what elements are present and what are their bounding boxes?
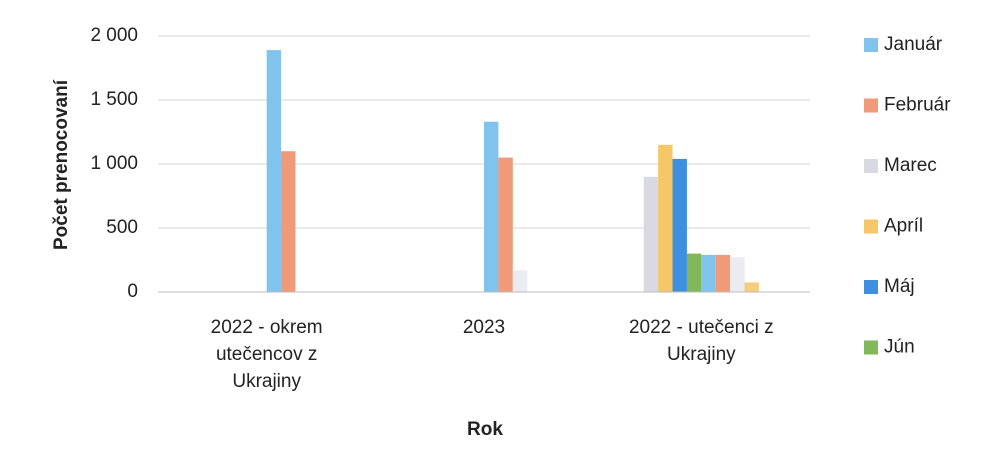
y-tick-label: 1 500 xyxy=(90,89,138,110)
x-tick-label: 2022 - utečenci z Ukrajiny xyxy=(628,317,774,365)
y-tick-label: 1 000 xyxy=(90,153,138,174)
legend-swatch xyxy=(864,159,878,173)
bar xyxy=(658,144,673,292)
x-axis-label: Rok xyxy=(467,419,503,440)
legend-label: Apríl xyxy=(884,216,923,237)
x-tick-label: 2022 - okrem utečencov z Ukrajiny xyxy=(210,317,323,392)
bar xyxy=(686,253,702,292)
y-tick-label: 0 xyxy=(127,281,138,302)
bar xyxy=(512,270,528,292)
bar xyxy=(498,157,513,292)
bar xyxy=(701,254,716,292)
legend-label: Máj xyxy=(884,276,915,297)
legend-label: Január xyxy=(884,34,943,55)
y-axis-label: Počet prenocovaní xyxy=(51,79,72,250)
legend-swatch xyxy=(864,340,878,355)
bar xyxy=(744,282,759,292)
x-tick-label: 2023 xyxy=(462,317,506,338)
bar xyxy=(266,50,282,292)
bar xyxy=(715,254,731,292)
bar xyxy=(281,151,296,292)
legend-label: Marec xyxy=(884,155,937,176)
legend-swatch xyxy=(864,219,878,234)
legend-label: Február xyxy=(884,95,951,116)
y-tick-label: 500 xyxy=(106,217,138,238)
bar xyxy=(484,121,499,292)
bar xyxy=(730,257,745,292)
bar xyxy=(672,158,687,292)
legend-swatch xyxy=(864,98,878,113)
bar xyxy=(643,176,659,292)
y-tick-label: 2 000 xyxy=(90,25,138,46)
legend-swatch xyxy=(864,280,878,294)
legend-label: Jún xyxy=(884,337,915,358)
legend-swatch xyxy=(864,38,878,52)
